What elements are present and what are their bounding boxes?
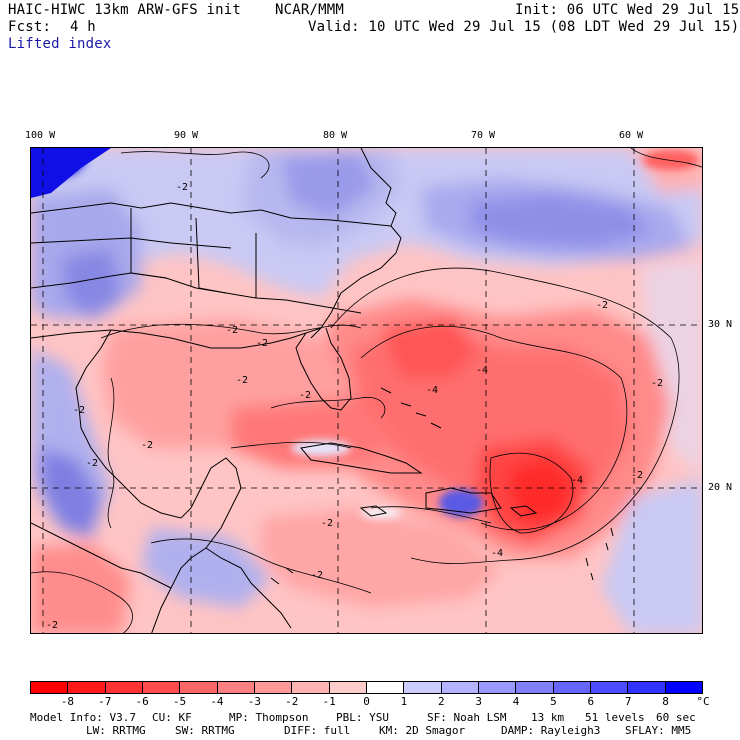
- microphysics-scheme: MP: Thompson: [229, 711, 309, 724]
- model-version: Model Info: V3.7: [30, 711, 136, 724]
- contour-label: -2: [651, 378, 663, 389]
- field-name: Lifted index: [8, 36, 112, 52]
- color-scale-cell: [590, 682, 629, 693]
- contour-label: -4: [571, 475, 583, 486]
- color-scale-tick-label: 3: [475, 695, 482, 708]
- contour-label: -4: [426, 385, 438, 396]
- contour-label: -2: [176, 182, 188, 193]
- model-title: HAIC-HIWC 13km ARW-GFS init: [8, 2, 241, 18]
- time-step: 60 sec: [656, 711, 696, 724]
- map-canvas: -2 -2 -2 -2 -2 -2 -2 -2 -2 -2 -2 -4 -4 -…: [31, 148, 702, 633]
- shortwave-scheme: SW: RRTMG: [175, 724, 235, 737]
- color-scale-cell: [105, 682, 143, 693]
- color-scale-tick-label: -2: [285, 695, 299, 708]
- lat-label-30n: 30 N: [708, 319, 733, 330]
- cumulus-scheme: CU: KF: [152, 711, 192, 724]
- color-scale-tick-label: 2: [437, 695, 445, 708]
- color-scale-tick-label: 5: [550, 695, 557, 708]
- lat-label-20n: 20 N: [708, 482, 733, 493]
- color-scale-tick-label: -7: [98, 695, 112, 708]
- color-scale-cell: [404, 682, 442, 693]
- contour-label: -2: [321, 518, 333, 529]
- vertical-levels: 51 levels: [585, 711, 645, 724]
- color-scale-cell: [366, 682, 405, 693]
- contour-label: -2: [311, 570, 323, 581]
- grid-spacing: 13 km: [531, 711, 565, 724]
- valid-time: Valid: 10 UTC Wed 29 Jul 15 (08 LDT Wed …: [308, 19, 740, 35]
- contour-label: -2: [236, 375, 248, 386]
- color-scale-cell: [628, 682, 666, 693]
- color-scale-tick-label: 1: [400, 695, 408, 708]
- lon-label-60w: 60 W: [619, 130, 644, 141]
- contour-label: -2: [256, 338, 268, 349]
- color-scale-cell: [553, 682, 591, 693]
- color-scale-cell: [441, 682, 479, 693]
- contour-label: -2: [226, 325, 238, 336]
- organization-label: NCAR/MMM: [275, 2, 345, 18]
- color-scale-tick-label: -1: [322, 695, 336, 708]
- color-scale-tick-label: -8: [60, 695, 74, 708]
- longwave-scheme: LW: RRTMG: [86, 724, 146, 737]
- color-scale-cell: [665, 682, 702, 693]
- color-scale-cell: [329, 682, 367, 693]
- contour-label: -2: [86, 458, 98, 469]
- color-scale-cell: [478, 682, 517, 693]
- color-scale-cell: [142, 682, 181, 693]
- surface-layer-scheme: SFLAY: MM5: [625, 724, 692, 737]
- color-scale-tick-label: -3: [247, 695, 261, 708]
- forecast-label: Fcst:: [8, 19, 52, 35]
- surface-scheme: SF: Noah LSM: [427, 711, 507, 724]
- contour-label: -2: [46, 620, 58, 631]
- color-scale-bar: [30, 681, 703, 694]
- contour-label: -2: [631, 470, 643, 481]
- color-scale-tick-label: 8: [662, 695, 669, 708]
- forecast-hour: 4 h: [70, 19, 96, 35]
- lifted-index-shading: [31, 148, 702, 633]
- contour-label: -4: [476, 365, 488, 376]
- pbl-scheme: PBL: YSU: [336, 711, 389, 724]
- color-scale-tick-label: 6: [587, 695, 595, 708]
- color-scale-cell: [180, 682, 218, 693]
- color-scale-cell: [516, 682, 554, 693]
- diffusion-option: DIFF: full: [284, 724, 351, 737]
- color-scale-tick-label: 0: [363, 695, 370, 708]
- color-scale-tick-label: 7: [624, 695, 632, 708]
- color-scale-tick-label: -4: [210, 695, 224, 708]
- contour-label: -2: [299, 390, 311, 401]
- lon-label-70w: 70 W: [471, 130, 496, 141]
- contour-label: -2: [596, 300, 608, 311]
- eddy-coefficient-option: KM: 2D Smagor: [379, 724, 466, 737]
- coastlines: [31, 148, 614, 633]
- lat-lon-grid: [31, 148, 702, 633]
- color-scale-tick-label: -6: [135, 695, 149, 708]
- color-scale-tick-label: 4: [512, 695, 520, 708]
- init-time: Init: 06 UTC Wed 29 Jul 15: [515, 2, 740, 18]
- color-scale-cell: [68, 682, 106, 693]
- contour-label-layer: -2 -2 -2 -2 -2 -2 -2 -2 -2 -2 -2 -4 -4 -…: [46, 182, 663, 631]
- color-scale-cell: [217, 682, 255, 693]
- contour-label: -2: [73, 405, 85, 416]
- unit-label: °C: [696, 695, 710, 708]
- contour-label: -4: [491, 548, 503, 559]
- contour-label: -2: [141, 440, 153, 451]
- damping-option: DAMP: Rayleigh3: [501, 724, 601, 737]
- lon-label-100w: 100 W: [25, 130, 56, 141]
- lon-label-90w: 90 W: [174, 130, 199, 141]
- color-scale-cell: [254, 682, 293, 693]
- color-scale-cell: [31, 682, 69, 693]
- strong-stable-corner: [31, 148, 111, 198]
- lon-label-80w: 80 W: [323, 130, 348, 141]
- lifted-index-map: -2 -2 -2 -2 -2 -2 -2 -2 -2 -2 -2 -4 -4 -…: [30, 147, 703, 634]
- color-scale-cell: [292, 682, 330, 693]
- color-scale-tick-label: -5: [172, 695, 187, 708]
- contour-lines: [31, 148, 702, 633]
